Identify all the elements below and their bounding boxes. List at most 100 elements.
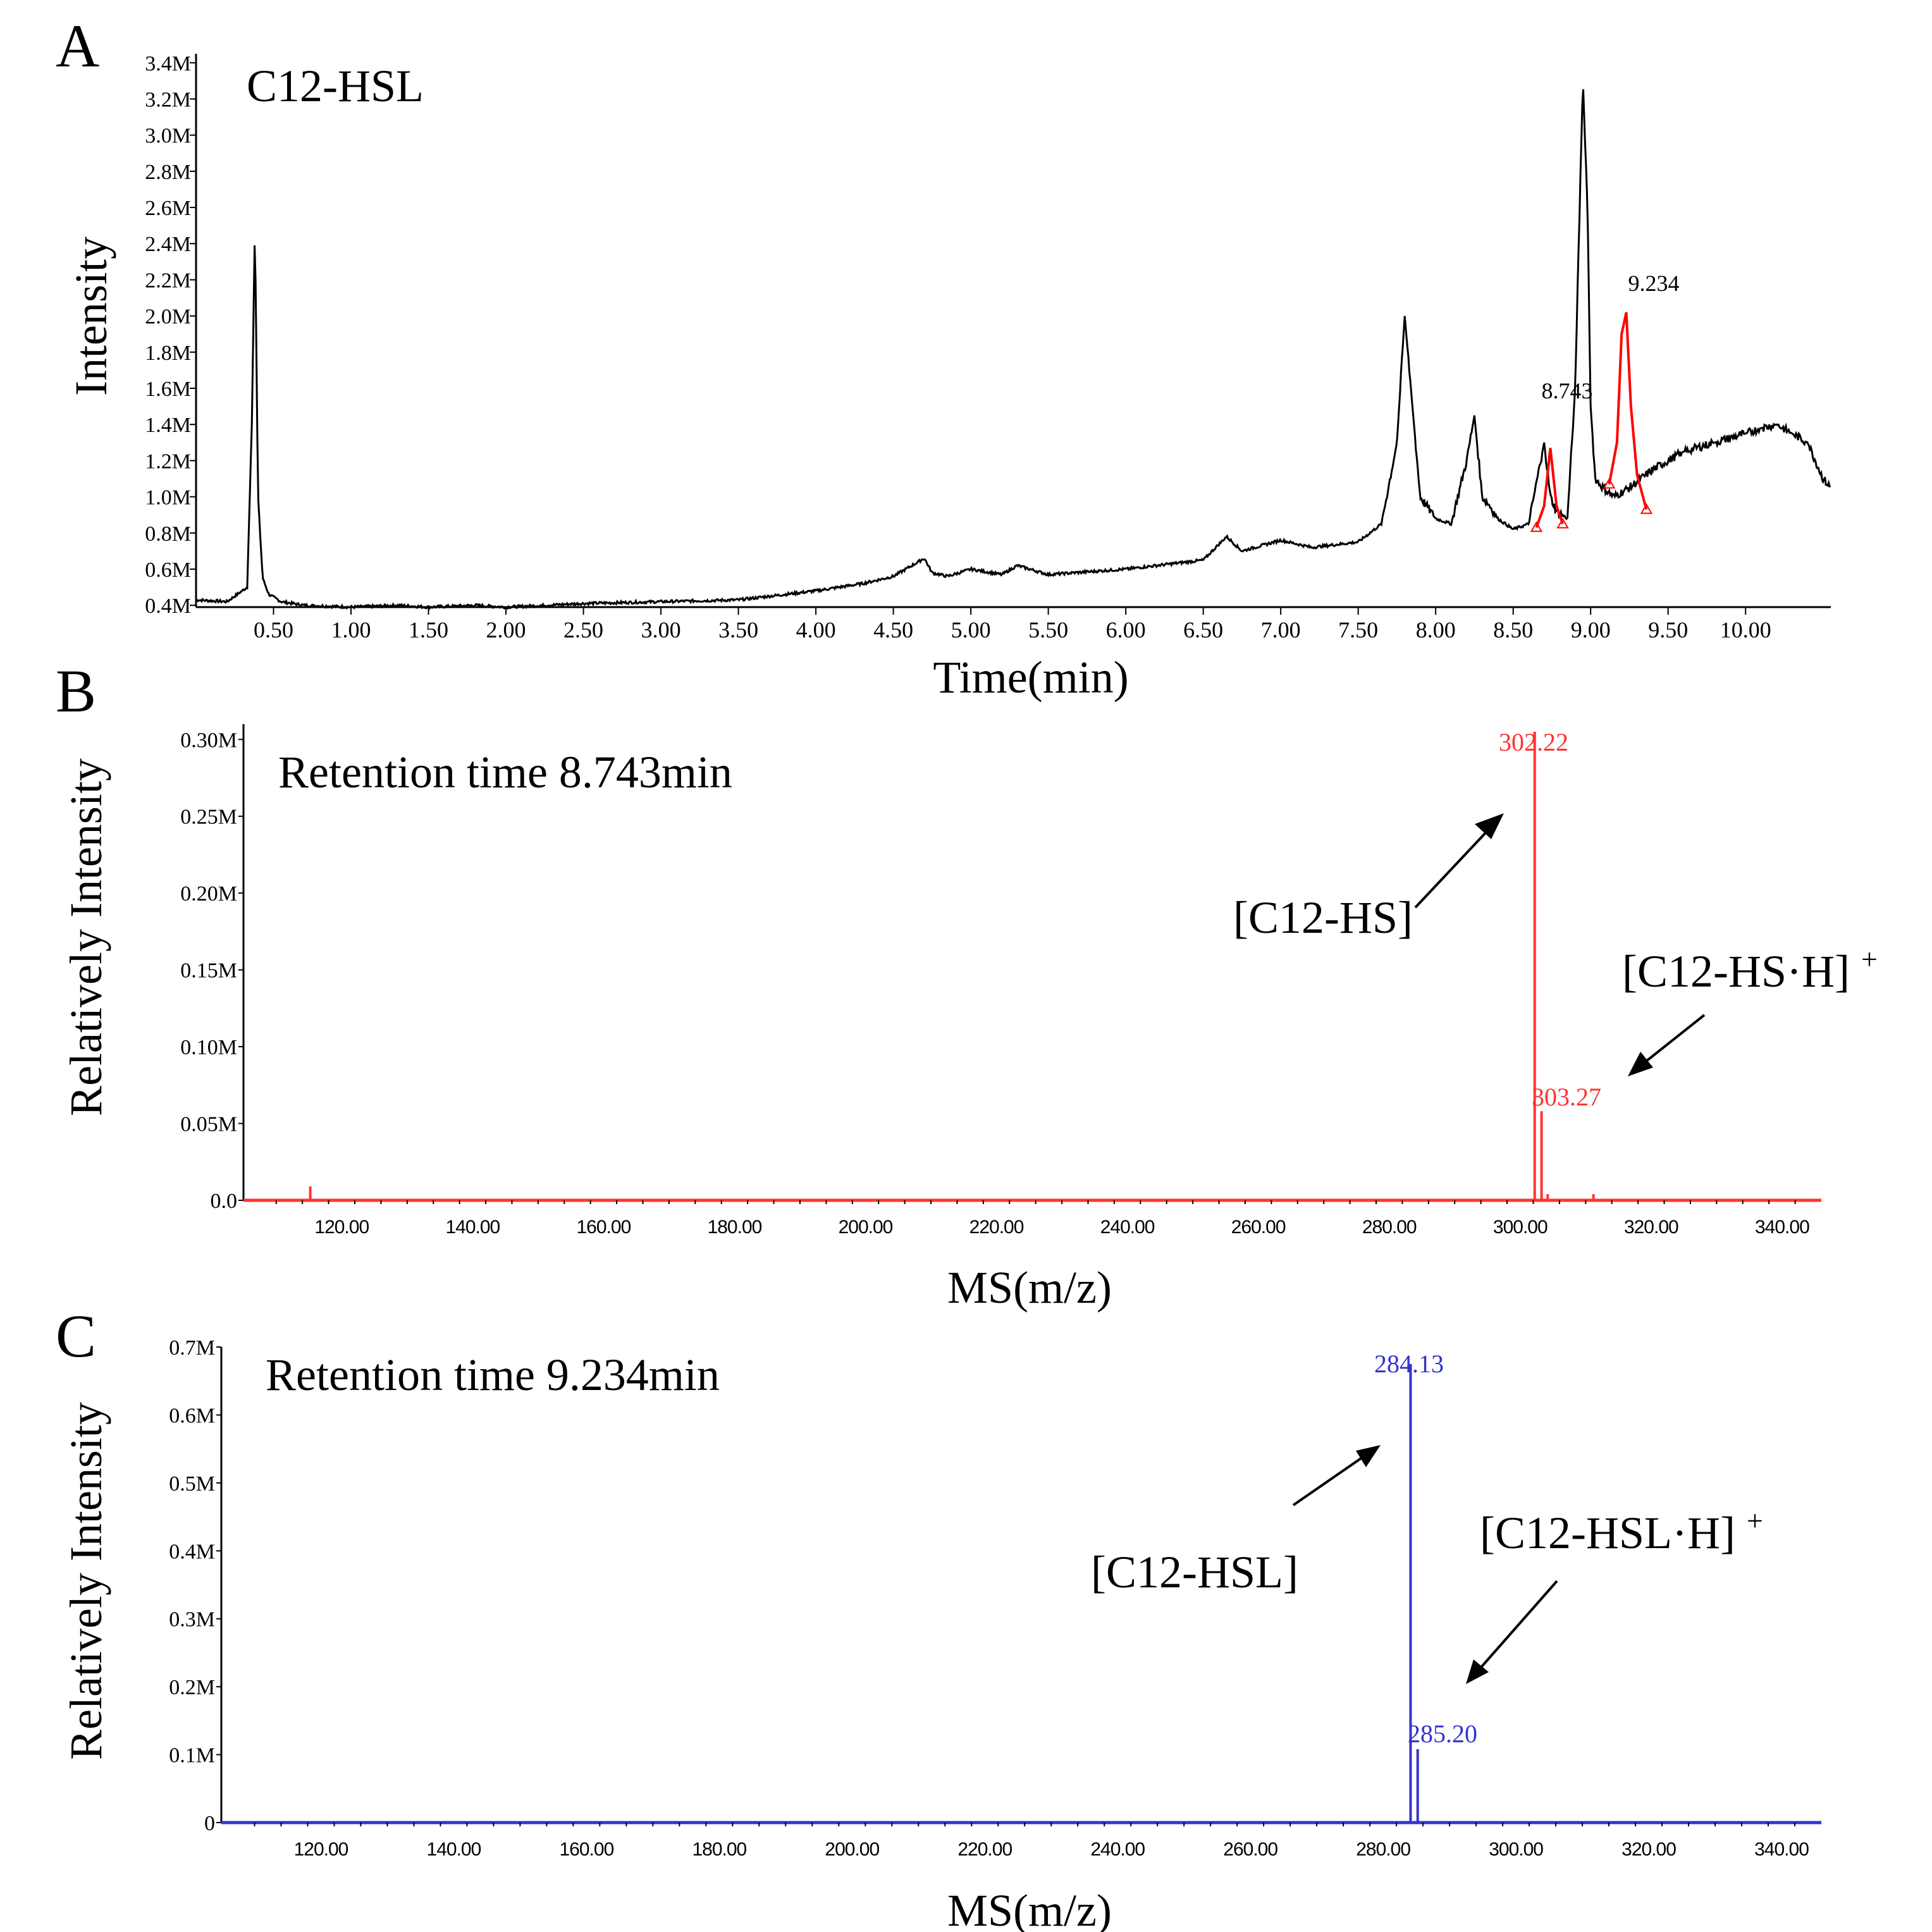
panel-b-y-tick-label: 0.05M xyxy=(180,1113,237,1136)
panel-a-title: C12-HSL xyxy=(247,61,424,111)
panel-c-x-tick-label: 340.00 xyxy=(1754,1839,1809,1860)
panel-b-y-tick-label: 0.20M xyxy=(180,882,237,906)
panel-b-x-tick-label: 180.00 xyxy=(708,1217,762,1238)
panel-c-x-tick-label: 140.00 xyxy=(427,1839,481,1860)
panel-a-x-tick-label: 8.50 xyxy=(1493,617,1533,643)
panel-c-letter: C xyxy=(56,1302,96,1370)
panel-a-peak-marker xyxy=(1556,517,1569,529)
panel-a-peak-marker xyxy=(1640,503,1653,514)
panel-c-x-tick-label: 120.00 xyxy=(294,1839,348,1860)
panel-c-y-tick-label: 0.4M xyxy=(169,1540,215,1563)
annotation-c12-hsl-h-superscript: + xyxy=(1747,1504,1763,1537)
panel-c: C Retention time 9.234min Relatively Int… xyxy=(56,1302,1821,1932)
panel-a-y-tick-label: 2.0M xyxy=(145,305,191,329)
panel-b: B Retention time 8.743min Relatively Int… xyxy=(56,657,1878,1313)
panel-a-x-tick-label: 7.50 xyxy=(1338,617,1378,643)
panel-a-x-tick-label: 0.50 xyxy=(254,617,293,643)
arrow-c12-hs-h xyxy=(1628,1014,1706,1076)
annotation-c12-hs: [C12-HS] xyxy=(1233,892,1413,943)
panel-a-trace-black xyxy=(195,89,1831,611)
panel-b-x-tick-label: 260.00 xyxy=(1231,1217,1286,1238)
annotation-c12-hsl: [C12-HSL] xyxy=(1091,1547,1298,1597)
panel-a-x-tick-label: 2.00 xyxy=(486,617,526,643)
annotation-c12-hs-h-superscript: + xyxy=(1861,943,1878,975)
peak-label-285-20: 285.20 xyxy=(1408,1720,1477,1748)
arrow-c12-hs xyxy=(1414,813,1504,909)
panel-b-x-tick-label: 300.00 xyxy=(1493,1217,1547,1238)
panel-b-x-tick-label: 160.00 xyxy=(577,1217,631,1238)
peak-label-8743: 8.743 xyxy=(1542,378,1593,403)
peak-label-302-22: 302.22 xyxy=(1499,728,1568,756)
panel-a-x-tick-label: 7.00 xyxy=(1261,617,1301,643)
panel-a-x-axis-label: Time(min) xyxy=(933,652,1128,703)
panel-b-plot-area: 120.00 140.00 160.00 180.00 200.00 220.00 240.… xyxy=(180,724,1821,1238)
annotation-c12-hsl-h: [C12-HSL·H] + xyxy=(1480,1504,1763,1558)
annotation-c12-hsl-h-text: [C12-HSL·H] xyxy=(1480,1508,1735,1558)
panel-c-x-tick-label: 200.00 xyxy=(825,1839,879,1860)
panel-b-y-tick-label: 0.30M xyxy=(180,729,237,752)
panel-b-title: Retention time 8.743min xyxy=(278,747,732,797)
panel-c-y-tick-label: 0.2M xyxy=(169,1676,215,1699)
panel-a-x-tick-label: 1.00 xyxy=(331,617,371,643)
panel-a-x-tick-label: 8.00 xyxy=(1416,617,1456,643)
panel-a-x-tick-label: 1.50 xyxy=(409,617,448,643)
panel-b-y-tick-label: 0.25M xyxy=(180,806,237,829)
panel-b-y-tick-label: 0.15M xyxy=(180,959,237,983)
panel-a-y-tick-label: 1.6M xyxy=(145,378,191,401)
panel-a-x-tick-label: 3.50 xyxy=(718,617,758,643)
panel-b-letter: B xyxy=(56,657,96,725)
panel-c-y-tick-label: 0.1M xyxy=(169,1744,215,1768)
panel-a-x-tick-label: 4.00 xyxy=(796,617,836,643)
panel-c-x-tick-label: 240.00 xyxy=(1090,1839,1145,1860)
panel-c-y-axis-label: Relatively Intensity xyxy=(61,1402,111,1760)
panel-c-x-tick-label: 180.00 xyxy=(692,1839,746,1860)
panel-a-y-tick-label: 0.6M xyxy=(145,558,191,582)
panel-c-x-tick-label: 160.00 xyxy=(560,1839,614,1860)
panel-c-x-tick-label: 220.00 xyxy=(957,1839,1012,1860)
panel-b-x-tick-label: 340.00 xyxy=(1755,1217,1809,1238)
panel-c-y-tick-label: 0.7M xyxy=(169,1336,215,1360)
panel-a-y-tick-label: 0.4M xyxy=(145,594,191,618)
panel-a-y-tick-label: 0.8M xyxy=(145,522,191,546)
panel-a-y-tick-label: 2.8M xyxy=(145,161,191,184)
panel-b-x-tick-label: 120.00 xyxy=(314,1217,369,1238)
panel-c-y-tick-label: 0.6M xyxy=(169,1404,215,1427)
panel-c-y-tick-label: 0.3M xyxy=(169,1608,215,1632)
arrow-c12-hsl-h xyxy=(1466,1580,1558,1684)
panel-b-y-tick-label: 0.0 xyxy=(211,1190,238,1213)
panel-a-x-tick-label: 5.00 xyxy=(951,617,991,643)
panel-b-y-axis-label: Relatively Intensity xyxy=(61,758,111,1116)
panel-a-y-tick-label: 3.2M xyxy=(145,88,191,111)
panel-a-x-tick-label: 6.50 xyxy=(1183,617,1223,643)
panel-a-y-tick-label: 1.2M xyxy=(145,450,191,473)
panel-a-y-tick-label: 3.0M xyxy=(145,125,191,148)
panel-b-x-tick-label: 220.00 xyxy=(969,1217,1024,1238)
panel-a: A C12-HSL Intensity Time(min) 0.50 1.00 1.… xyxy=(56,12,1831,703)
panel-b-x-tick-label: 240.00 xyxy=(1100,1217,1155,1238)
panel-a-x-tick-label: 4.50 xyxy=(873,617,913,643)
panel-c-x-tick-label: 300.00 xyxy=(1489,1839,1543,1860)
peak-label-303-27: 303.27 xyxy=(1532,1083,1601,1111)
panel-a-letter: A xyxy=(56,12,99,80)
panel-a-plot-area: 0.50 1.00 1.50 2.00 2.50 3.00 3.50 4.00 4.50 5.00… xyxy=(145,52,1831,643)
panel-a-y-tick-label: 1.8M xyxy=(145,341,191,365)
panel-c-y-tick-label: 0 xyxy=(204,1812,215,1835)
panel-a-x-tick-label: 10.00 xyxy=(1720,617,1771,643)
panel-a-y-tick-label: 1.0M xyxy=(145,486,191,510)
panel-a-y-axis-label: Intensity xyxy=(66,237,116,396)
panel-c-y-tick-label: 0.5M xyxy=(169,1472,215,1496)
annotation-c12-hs-h: [C12-HS·H] + xyxy=(1622,943,1878,997)
panel-a-y-tick-label: 2.6M xyxy=(145,197,191,220)
panel-a-peak-marker xyxy=(1530,521,1543,532)
panel-a-trace-red-9234 xyxy=(1608,312,1648,510)
panel-a-y-tick-label: 3.4M xyxy=(145,52,191,75)
panel-c-x-tick-label: 320.00 xyxy=(1621,1839,1676,1860)
peak-label-9234: 9.234 xyxy=(1628,271,1680,296)
panel-c-x-axis-label: MS(m/z) xyxy=(947,1885,1112,1932)
panel-b-x-tick-label: 140.00 xyxy=(445,1217,500,1238)
panel-a-y-tick-label: 1.4M xyxy=(145,414,191,437)
panel-a-x-tick-label: 2.50 xyxy=(563,617,603,643)
panel-c-plot-area: 120.00 140.00 160.00 180.00 200.00 220.00 240.… xyxy=(169,1336,1821,1860)
panel-b-x-tick-label: 200.00 xyxy=(839,1217,893,1238)
